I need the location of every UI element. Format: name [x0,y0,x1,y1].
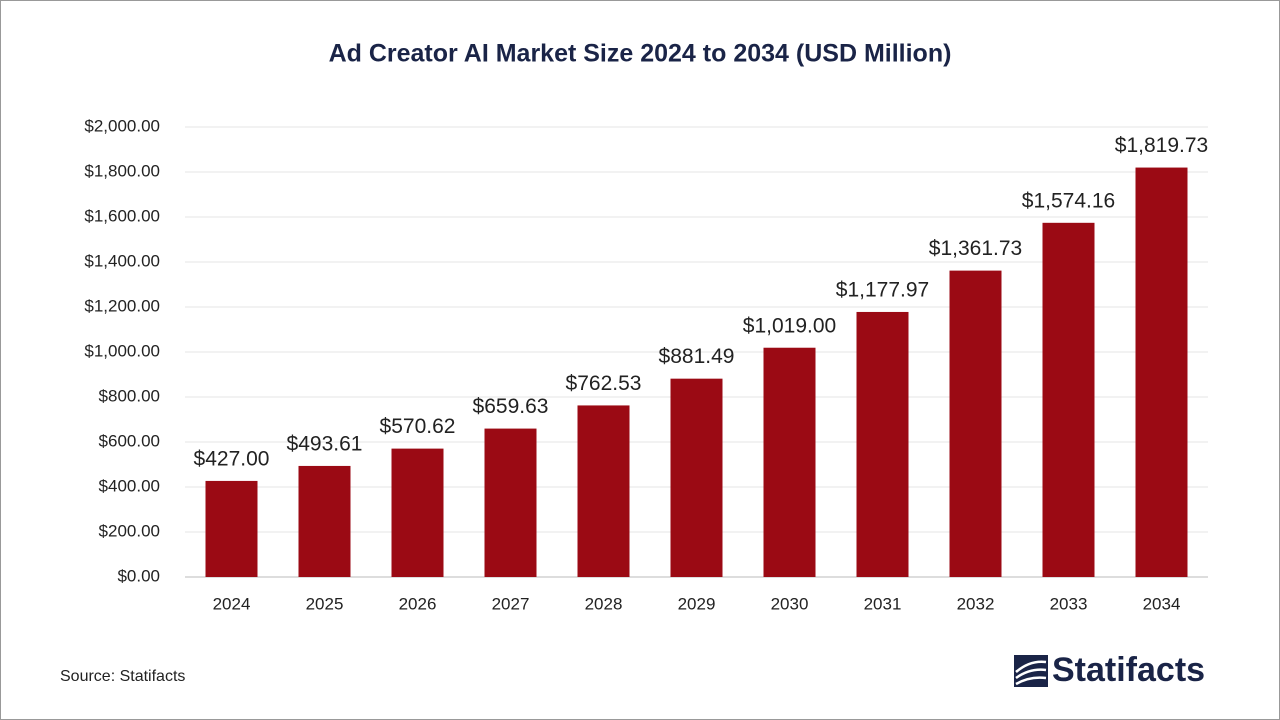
x-tick-label: 2033 [1050,594,1088,613]
y-tick-label: $600.00 [99,431,160,450]
value-label: $762.53 [566,372,642,395]
chart-title: Ad Creator AI Market Size 2024 to 2034 (… [329,40,952,68]
y-tick-label: $1,400.00 [84,251,160,270]
bar [484,428,537,577]
bar [1135,167,1188,578]
bar [391,448,444,577]
y-tick-label: $800.00 [99,386,160,405]
bar [1042,222,1095,577]
bar [298,465,351,577]
bar [949,270,1002,577]
x-tick-label: 2029 [678,594,716,613]
x-tick-label: 2034 [1143,594,1181,613]
y-tick-label: $2,000.00 [84,116,160,135]
value-label: $659.63 [473,395,549,418]
bar [205,480,258,577]
x-tick-label: 2030 [771,594,809,613]
x-tick-label: 2025 [306,594,344,613]
value-label: $427.00 [194,447,270,470]
y-tick-label: $1,600.00 [84,206,160,225]
x-tick-label: 2031 [864,594,902,613]
value-label: $1,361.73 [929,237,1022,260]
value-label: $493.61 [287,432,363,455]
value-label: $1,819.73 [1115,134,1208,157]
bar [763,347,816,577]
value-label: $1,574.16 [1022,189,1115,212]
x-tick-label: 2027 [492,594,530,613]
logo-icon [1014,655,1048,687]
source: Source: Statifacts [60,668,185,685]
y-tick-label: $1,200.00 [84,296,160,315]
bar [577,405,630,577]
y-tick-label: $400.00 [99,476,160,495]
value-label: $570.62 [380,415,456,438]
y-tick-label: $1,800.00 [84,161,160,180]
logo: Statifacts [1052,651,1205,689]
y-tick-label: $200.00 [99,521,160,540]
value-label: $1,019.00 [743,314,836,337]
value-label: $881.49 [659,345,735,368]
value-label: $1,177.97 [836,279,929,302]
x-tick-label: 2032 [957,594,995,613]
y-tick-label: $1,000.00 [84,341,160,360]
x-tick-label: 2028 [585,594,623,613]
bar [856,311,909,577]
x-tick-label: 2026 [399,594,437,613]
bar [670,378,723,577]
y-tick-label: $0.00 [117,566,160,585]
x-tick-label: 2024 [213,594,251,613]
